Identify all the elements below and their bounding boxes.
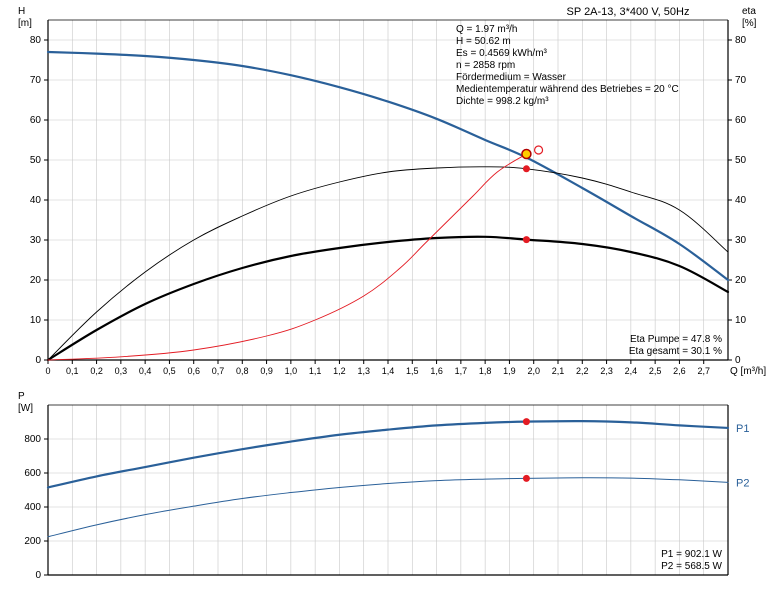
svg-text:2,5: 2,5 — [649, 366, 662, 376]
duty-point-marker — [523, 418, 530, 425]
svg-text:80: 80 — [735, 35, 747, 46]
svg-text:0,9: 0,9 — [260, 366, 273, 376]
svg-text:70: 70 — [30, 75, 42, 86]
duty-point-marker — [523, 236, 530, 243]
svg-text:1,7: 1,7 — [455, 366, 468, 376]
svg-text:30: 30 — [735, 235, 747, 246]
svg-text:70: 70 — [735, 75, 747, 86]
svg-text:2,2: 2,2 — [576, 366, 589, 376]
eta-gesamt-text: Eta gesamt = 30.1 % — [629, 346, 722, 357]
svg-text:0,3: 0,3 — [115, 366, 128, 376]
svg-text:50: 50 — [735, 155, 747, 166]
svg-text:400: 400 — [24, 502, 41, 513]
svg-text:0,1: 0,1 — [66, 366, 79, 376]
svg-text:800: 800 — [24, 434, 41, 445]
svg-text:60: 60 — [735, 115, 747, 126]
svg-text:2,0: 2,0 — [527, 366, 540, 376]
info-line: Medientemperatur während des Betriebes =… — [456, 84, 679, 95]
svg-text:H: H — [18, 6, 25, 17]
svg-text:1,2: 1,2 — [333, 366, 346, 376]
chart-canvas: 0 0,1 0,2 0,3 0,4 0,5 0,6 0,7 0,8 0,9 1,0 1,1 1,2 1,3… — [0, 0, 774, 611]
svg-text:0: 0 — [35, 355, 41, 366]
svg-text:1,6: 1,6 — [430, 366, 443, 376]
figure-title: SP 2A-13, 3*400 V, 50Hz — [567, 6, 690, 18]
info-line: H = 50.62 m — [456, 36, 511, 47]
svg-text:20: 20 — [30, 275, 42, 286]
svg-text:[m]: [m] — [18, 18, 32, 29]
svg-text:60: 60 — [30, 115, 42, 126]
info-line: n = 2858 rpm — [456, 60, 515, 71]
svg-text:1,9: 1,9 — [503, 366, 516, 376]
svg-text:20: 20 — [735, 275, 747, 286]
svg-text:0,8: 0,8 — [236, 366, 249, 376]
svg-text:1,1: 1,1 — [309, 366, 322, 376]
svg-text:[%]: [%] — [742, 18, 757, 29]
svg-text:200: 200 — [24, 536, 41, 547]
svg-text:1,0: 1,0 — [285, 366, 298, 376]
svg-text:1,5: 1,5 — [406, 366, 419, 376]
svg-text:80: 80 — [30, 35, 42, 46]
svg-text:40: 40 — [30, 195, 42, 206]
series-label-P1: P1 — [736, 423, 749, 435]
svg-text:2,7: 2,7 — [697, 366, 710, 376]
svg-text:1,4: 1,4 — [382, 366, 395, 376]
info-line: Dichte = 998.2 kg/m³ — [456, 96, 549, 107]
svg-text:0,4: 0,4 — [139, 366, 152, 376]
svg-text:30: 30 — [30, 235, 42, 246]
svg-text:eta: eta — [742, 6, 756, 17]
svg-text:1,3: 1,3 — [357, 366, 370, 376]
duty-point-marker — [522, 150, 531, 159]
svg-text:10: 10 — [735, 315, 747, 326]
info-line: Es = 0.4569 kWh/m³ — [456, 48, 548, 59]
p2-text: P2 = 568.5 W — [661, 561, 722, 572]
svg-text:10: 10 — [30, 315, 42, 326]
svg-text:2,4: 2,4 — [625, 366, 638, 376]
p1-text: P1 = 902.1 W — [661, 549, 722, 560]
svg-text:2,3: 2,3 — [600, 366, 613, 376]
series-label-P2: P2 — [736, 477, 749, 489]
svg-text:2,6: 2,6 — [673, 366, 686, 376]
svg-text:0,2: 0,2 — [90, 366, 103, 376]
svg-text:P: P — [18, 391, 25, 402]
pump-curve-figure: 0 0,1 0,2 0,3 0,4 0,5 0,6 0,7 0,8 0,9 1,0 1,1 1,2 1,3… — [0, 0, 774, 611]
svg-text:50: 50 — [30, 155, 42, 166]
svg-text:2,1: 2,1 — [552, 366, 565, 376]
duty-point-marker — [523, 165, 530, 172]
svg-text:1,8: 1,8 — [479, 366, 492, 376]
svg-text:0,6: 0,6 — [187, 366, 200, 376]
info-line: Fördermedium = Wasser — [456, 72, 567, 83]
svg-text:Q [m³/h]: Q [m³/h] — [730, 366, 766, 377]
svg-text:[W]: [W] — [18, 403, 33, 414]
duty-point-marker — [535, 146, 543, 154]
svg-text:0: 0 — [735, 355, 741, 366]
svg-text:0: 0 — [45, 366, 50, 376]
svg-text:600: 600 — [24, 468, 41, 479]
svg-text:40: 40 — [735, 195, 747, 206]
duty-point-marker — [523, 475, 530, 482]
info-line: Q = 1.97 m³/h — [456, 24, 517, 35]
svg-text:0,5: 0,5 — [163, 366, 176, 376]
svg-text:0,7: 0,7 — [212, 366, 225, 376]
eta-pumpe-text: Eta Pumpe = 47.8 % — [630, 334, 722, 345]
svg-text:0: 0 — [35, 570, 41, 581]
